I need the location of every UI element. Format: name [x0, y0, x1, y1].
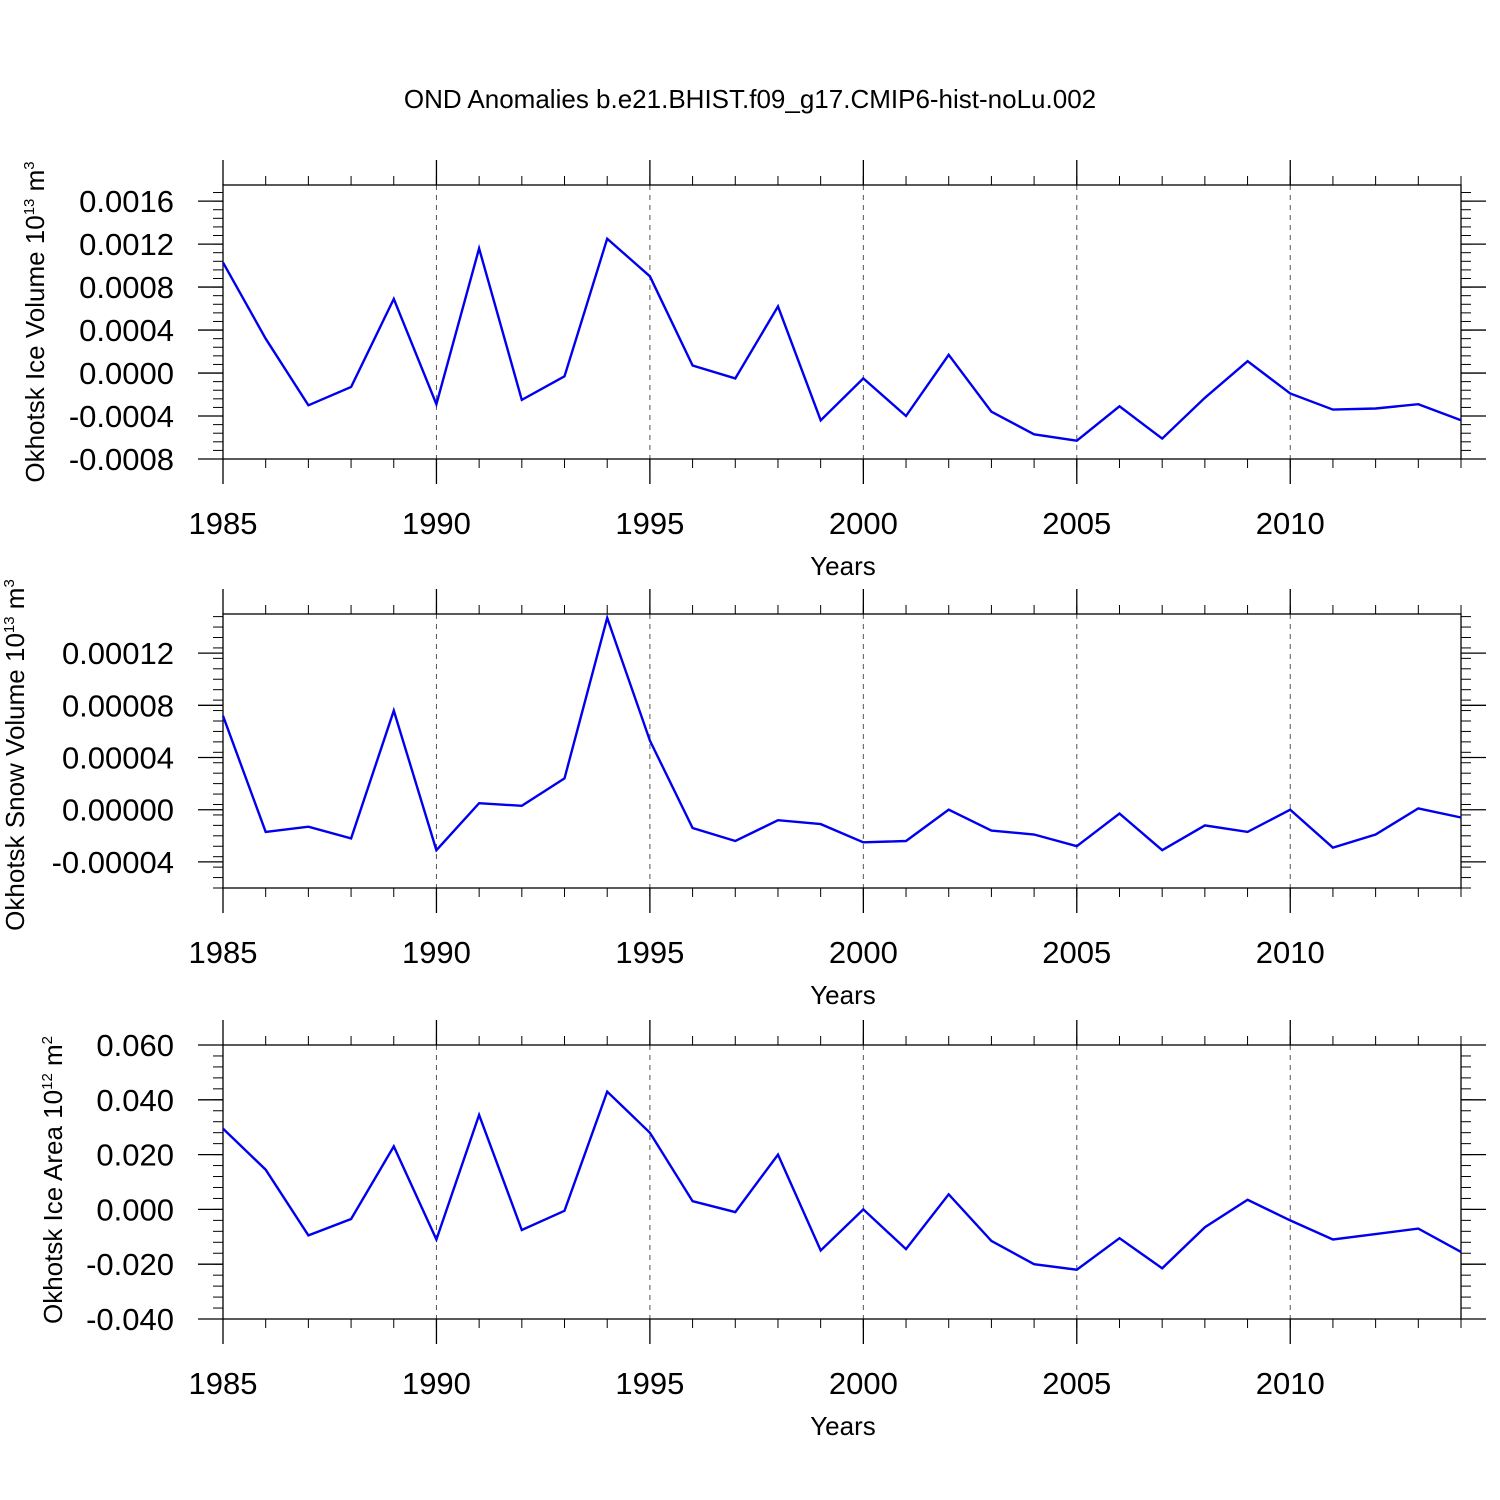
- x-tick-label: 1990: [402, 1366, 471, 1401]
- x-tick-label: 2010: [1256, 1366, 1325, 1401]
- chart-panel-2: 1985 1990 1995 2000 2005 2010 -0.00004 0.00000 0…: [0, 579, 1486, 1010]
- y-tick-label: 0.0000: [79, 356, 174, 391]
- x-tick-label: 2010: [1256, 935, 1325, 970]
- y-tick-label: 0.040: [96, 1083, 174, 1118]
- x-axis-label: Years: [810, 980, 876, 1010]
- x-axis-label: Years: [810, 1411, 876, 1441]
- y-tick-label: 0.0008: [79, 270, 174, 305]
- x-tick-label: 2010: [1256, 506, 1325, 541]
- x-tick-label: 2000: [829, 506, 898, 541]
- y-tick-label: 0.00000: [62, 793, 174, 828]
- y-tick-label: -0.020: [86, 1247, 174, 1282]
- plot-frame: [222, 1044, 1462, 1320]
- y-tick-label: -0.040: [86, 1302, 174, 1337]
- x-tick-label: 2000: [829, 1366, 898, 1401]
- x-tick-label: 1995: [615, 1366, 684, 1401]
- y-axis-label: Okhotsk Ice Area 1012 m2: [38, 1036, 68, 1324]
- y-tick-label: 0.0012: [79, 227, 174, 262]
- y-tick-label: -0.00004: [52, 845, 174, 880]
- y-tick-label: 0.060: [96, 1028, 174, 1063]
- y-tick-label: -0.0004: [69, 399, 174, 434]
- y-tick-label: 0.00004: [62, 741, 174, 776]
- y-tick-label: -0.0008: [69, 442, 174, 477]
- x-tick-label: 1985: [189, 506, 258, 541]
- y-axis-label: Okhotsk Snow Volume 1013 m3: [0, 579, 30, 931]
- y-tick-label: 0.000: [96, 1192, 174, 1227]
- x-axis-label: Years: [810, 551, 876, 581]
- x-tick-label: 1985: [189, 935, 258, 970]
- x-tick-label: 1990: [402, 506, 471, 541]
- y-tick-label: 0.020: [96, 1138, 174, 1173]
- x-tick-label: 2005: [1042, 506, 1111, 541]
- y-tick-label: 0.00008: [62, 688, 174, 723]
- x-tick-label: 2005: [1042, 1366, 1111, 1401]
- x-tick-label: 2005: [1042, 935, 1111, 970]
- panels: 1985 1990 1995 2000 2005 2010 -0.0008 -0.0004 0.…: [0, 160, 1486, 1441]
- data-series-line: [221, 613, 1462, 853]
- y-tick-label: 0.00012: [62, 636, 174, 671]
- data-series-line: [222, 1089, 1462, 1271]
- y-tick-label: 0.0016: [79, 184, 174, 219]
- chart-panel-1: 1985 1990 1995 2000 2005 2010 -0.0008 -0.0004 0.…: [20, 160, 1486, 581]
- x-tick-label: 1995: [615, 935, 684, 970]
- y-axis-label: Okhotsk Ice Volume 1013 m3: [20, 161, 50, 482]
- plot-frame: [222, 613, 1462, 889]
- chart-panel-3: 1985 1990 1995 2000 2005 2010 -0.040 -0.020 0.00…: [38, 1020, 1486, 1441]
- y-tick-label: 0.0004: [79, 313, 174, 348]
- x-tick-label: 2000: [829, 935, 898, 970]
- data-series-line: [221, 236, 1462, 442]
- figure-title: OND Anomalies b.e21.BHIST.f09_g17.CMIP6-…: [404, 84, 1096, 114]
- x-tick-label: 1990: [402, 935, 471, 970]
- x-tick-label: 1995: [615, 506, 684, 541]
- plot-frame: [222, 184, 1462, 460]
- x-tick-label: 1985: [189, 1366, 258, 1401]
